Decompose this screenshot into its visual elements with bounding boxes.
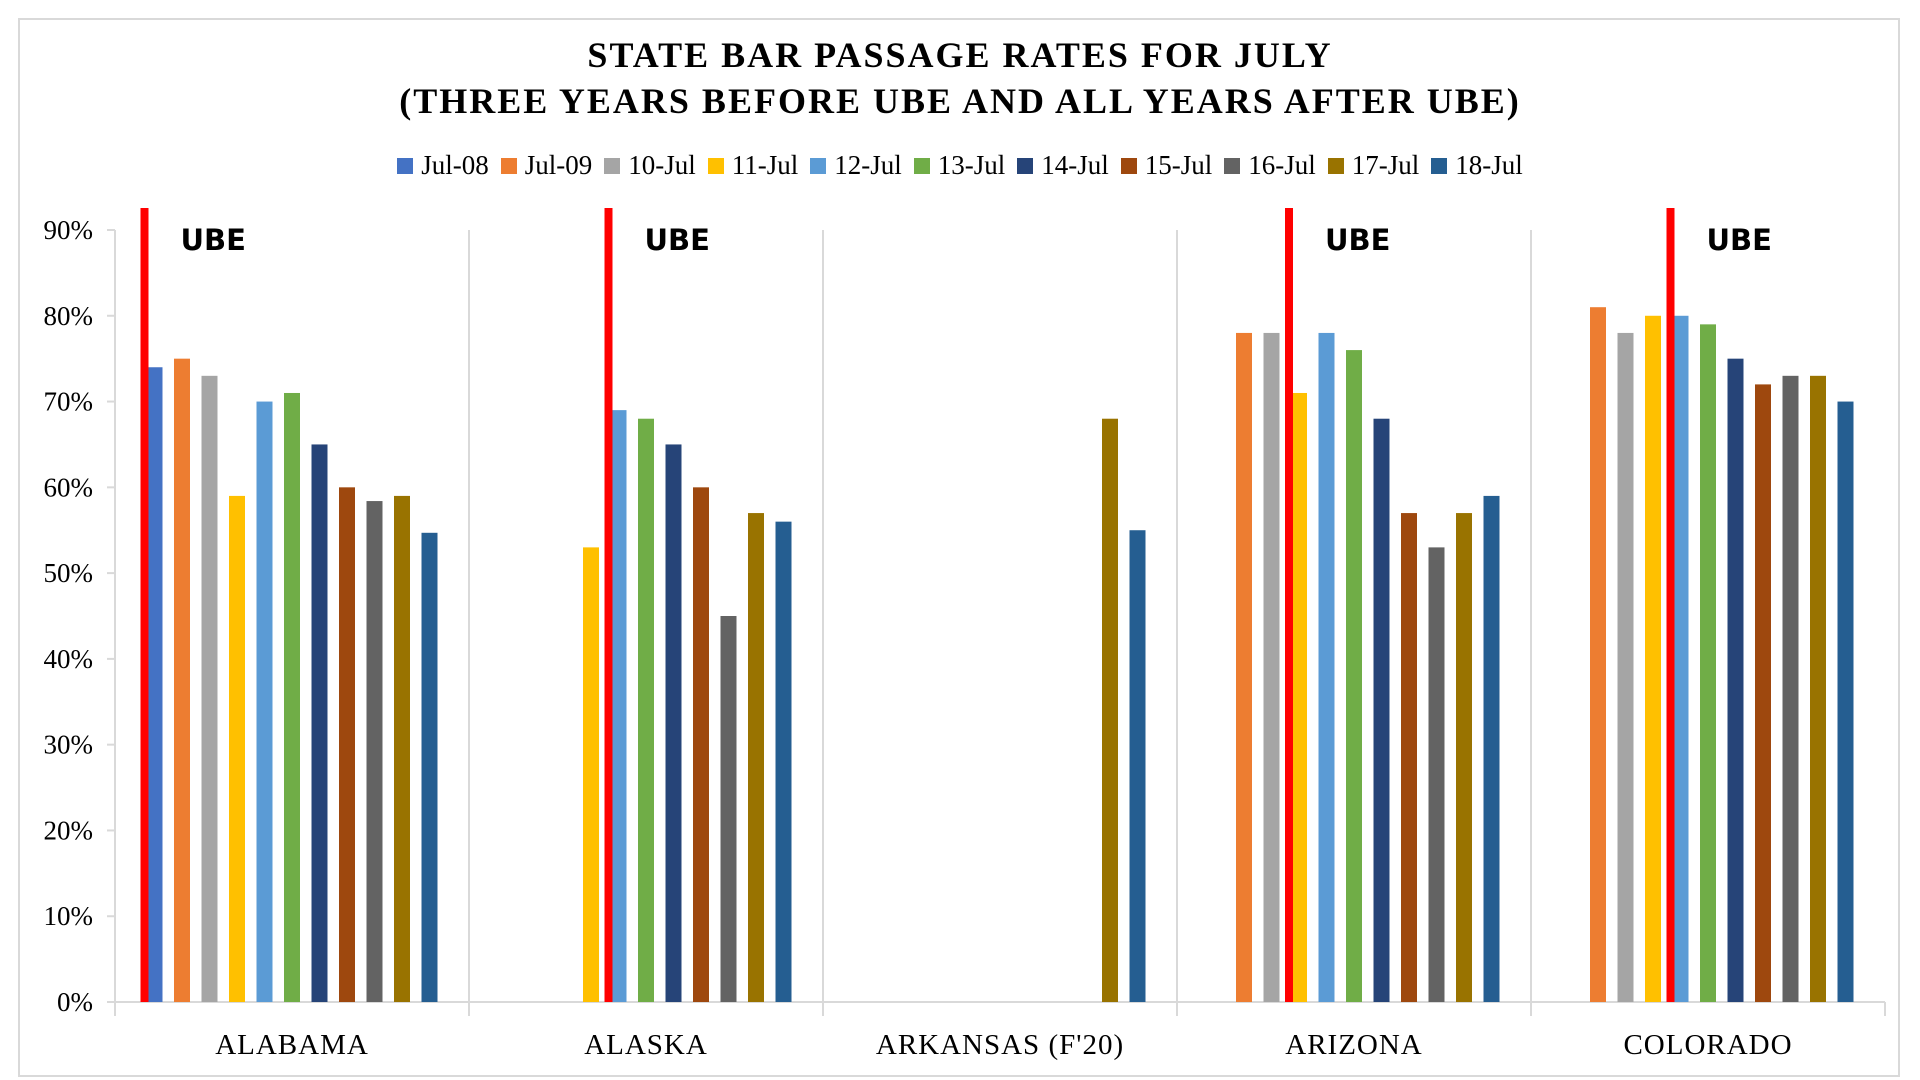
y-tick-label: 60%: [44, 472, 94, 502]
legend-item: 10-Jul: [604, 150, 696, 181]
ube-label: UBE: [645, 223, 710, 257]
legend-swatch: [707, 157, 724, 174]
bar-16-jul-colorado: [1782, 375, 1799, 1002]
bar-18-jul-colorado: [1837, 401, 1854, 1002]
bar-12-jul-arizona: [1318, 332, 1335, 1002]
bar-16-jul-alabama: [366, 501, 383, 1002]
bar-14-jul-alabama: [311, 444, 328, 1002]
legend-item: 15-Jul: [1120, 150, 1213, 181]
bar-15-jul-alabama: [339, 487, 355, 1002]
bar-17-jul-alabama: [394, 495, 410, 1002]
bar-13-jul-arizona: [1346, 350, 1362, 1003]
legend-item: 16-Jul: [1224, 150, 1316, 181]
ube-label: UBE: [1325, 223, 1390, 257]
legend-label: Jul-08: [421, 150, 489, 180]
bar-15-jul-alaska: [693, 487, 709, 1002]
legend-swatch: [1224, 157, 1241, 174]
bar-11-jul-alaska: [583, 547, 599, 1002]
legend-label: 10-Jul: [628, 150, 696, 180]
bar-jul-09-alabama: [174, 358, 190, 1003]
legend-swatch: [913, 157, 930, 174]
x-tick-label: ALABAMA: [215, 1029, 369, 1061]
legend-label: 16-Jul: [1248, 150, 1316, 180]
legend-item: 18-Jul: [1431, 150, 1523, 181]
legend-label: 13-Jul: [937, 150, 1006, 180]
bar-15-jul-arizona: [1401, 513, 1417, 1002]
y-tick-label: 90%: [44, 215, 94, 245]
y-tick-label: 10%: [44, 901, 94, 931]
chart-title: STATE BAR PASSAGE RATES FOR JULY: [587, 35, 1333, 75]
y-tick-label: 70%: [44, 387, 94, 417]
bar-10-jul-arizona: [1263, 332, 1280, 1002]
legend-swatch: [1017, 157, 1034, 174]
bar-12-jul-alaska: [610, 410, 627, 1003]
bar-18-jul-arizona: [1483, 495, 1500, 1002]
legend-swatch: [397, 157, 414, 174]
bar-jul-09-arizona: [1236, 332, 1252, 1002]
legend-item: Jul-09: [500, 150, 593, 181]
x-tick-label: ARIZONA: [1285, 1029, 1423, 1061]
legend-item: Jul-08: [397, 150, 489, 181]
legend-swatch: [810, 157, 827, 174]
legend-item: 11-Jul: [707, 150, 799, 181]
legend-item: 13-Jul: [913, 150, 1006, 181]
bar-17-jul-alaska: [748, 513, 764, 1002]
bar-13-jul-alaska: [638, 418, 654, 1002]
bar-18-jul-alabama: [421, 532, 438, 1002]
bar-18-jul-alaska: [775, 521, 792, 1002]
ube-label: UBE: [1707, 223, 1772, 257]
legend-swatch: [1431, 157, 1448, 174]
legend-label: 17-Jul: [1351, 150, 1420, 180]
legend-swatch: [1120, 157, 1137, 174]
chart-subtitle: (THREE YEARS BEFORE UBE AND ALL YEARS AF…: [399, 81, 1521, 121]
y-tick-label: 20%: [44, 815, 94, 845]
bar-17-jul-arizona: [1456, 513, 1472, 1002]
bar-11-jul-arizona: [1291, 392, 1307, 1002]
y-tick-label: 50%: [44, 558, 94, 588]
bar-17-jul-colorado: [1810, 375, 1826, 1002]
legend-swatch: [1327, 157, 1344, 174]
bar-14-jul-colorado: [1727, 358, 1744, 1003]
legend-label: Jul-09: [524, 150, 593, 180]
y-tick-label: 40%: [44, 644, 94, 674]
legend-item: 14-Jul: [1017, 150, 1109, 181]
bar-14-jul-arizona: [1373, 418, 1390, 1002]
legend-label: 15-Jul: [1144, 150, 1213, 180]
bar-17-jul-arkansas-f-: [1102, 418, 1118, 1002]
bar-11-jul-colorado: [1645, 315, 1661, 1002]
bar-18-jul-arkansas-f-: [1129, 530, 1146, 1002]
bar-jul-09-colorado: [1590, 307, 1606, 1002]
legend-label: 12-Jul: [834, 150, 902, 180]
bar-11-jul-alabama: [229, 495, 245, 1002]
legend-label: 14-Jul: [1041, 150, 1109, 180]
legend-item: 12-Jul: [810, 150, 902, 181]
legend-label: 18-Jul: [1455, 150, 1523, 180]
ube-label: UBE: [181, 223, 246, 257]
legend-swatch: [604, 157, 621, 174]
legend-swatch: [500, 157, 517, 174]
bar-jul-08-alabama: [146, 367, 163, 1002]
chart-legend: Jul-08 Jul-09 10-Jul 11-Jul 12-Jul 13-Jul 14-J…: [0, 150, 1920, 181]
x-tick-label: ALASKA: [584, 1029, 708, 1061]
x-tick-label: COLORADO: [1623, 1029, 1792, 1061]
bar-10-jul-colorado: [1617, 332, 1634, 1002]
bar-13-jul-colorado: [1700, 324, 1716, 1002]
bar-12-jul-alabama: [256, 401, 273, 1002]
bar-14-jul-alaska: [665, 444, 682, 1002]
bar-16-jul-arizona: [1428, 547, 1445, 1002]
chart-frame: [18, 18, 1900, 1077]
bar-13-jul-alabama: [284, 392, 300, 1002]
bar-16-jul-alaska: [720, 616, 737, 1002]
legend-label: 11-Jul: [731, 150, 799, 180]
bar-15-jul-colorado: [1755, 384, 1771, 1002]
legend-item: 17-Jul: [1327, 150, 1420, 181]
y-tick-label: 0%: [57, 987, 93, 1017]
bar-12-jul-colorado: [1672, 315, 1689, 1002]
y-tick-label: 80%: [44, 301, 94, 331]
y-tick-label: 30%: [44, 730, 94, 760]
bar-10-jul-alabama: [201, 375, 218, 1002]
x-tick-label: ARKANSAS (F'20): [876, 1029, 1124, 1061]
